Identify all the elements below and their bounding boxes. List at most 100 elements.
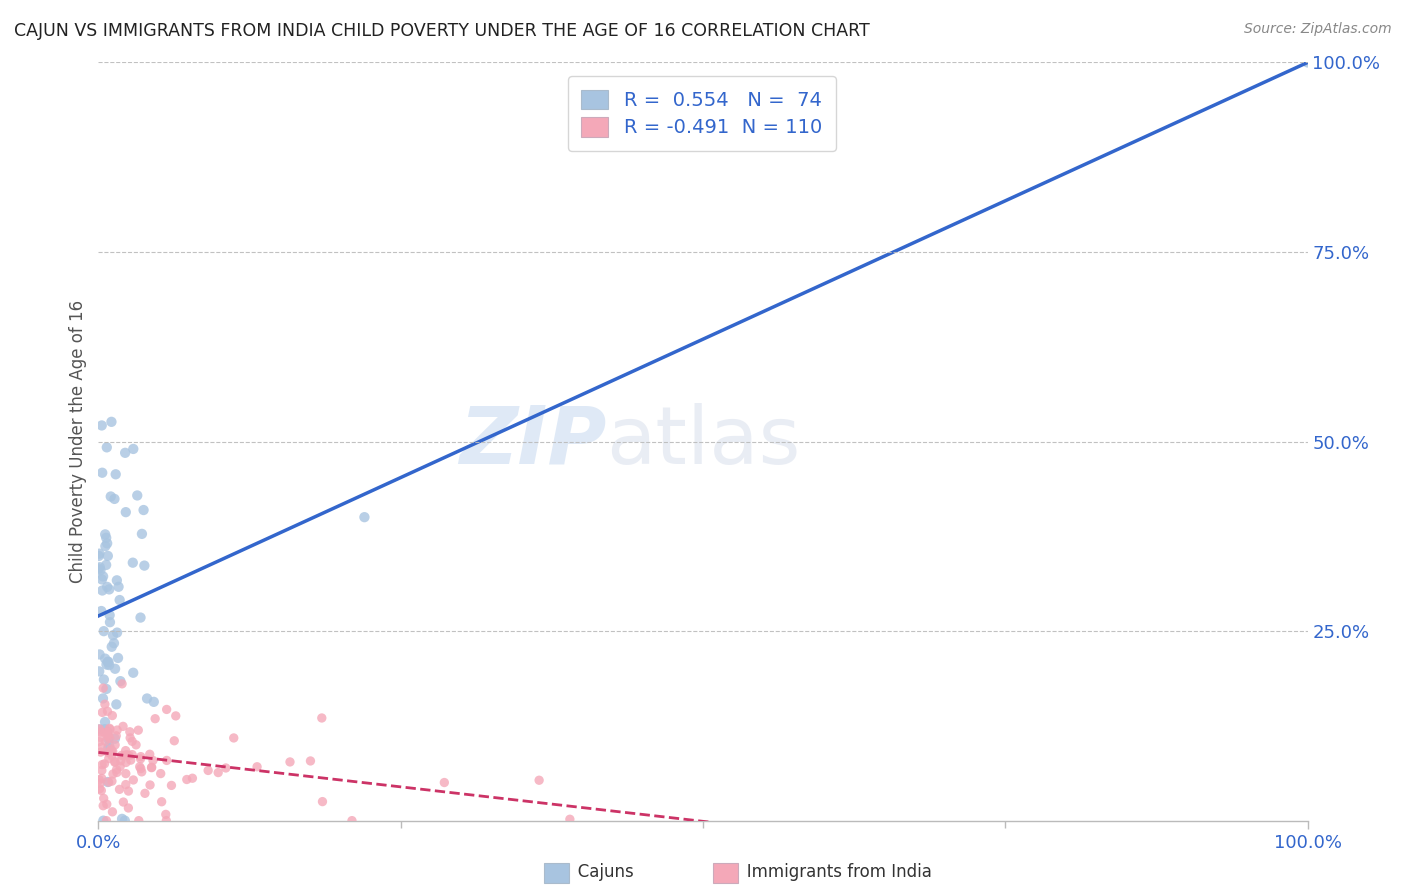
Point — [94, 734, 117, 748]
Point — [222, 731, 245, 745]
Point — [89, 781, 111, 796]
Text: ZIP: ZIP — [458, 402, 606, 481]
Point — [97, 549, 120, 563]
Point — [129, 749, 152, 764]
Point — [89, 648, 111, 662]
Point — [100, 744, 122, 758]
Point — [156, 754, 179, 768]
Point — [110, 674, 132, 689]
Point — [105, 763, 128, 777]
Point — [118, 748, 141, 763]
Point — [89, 772, 111, 787]
Point — [121, 747, 143, 762]
Point — [93, 814, 115, 828]
Point — [96, 725, 118, 739]
Point — [93, 624, 115, 639]
Point — [98, 723, 121, 737]
Point — [163, 733, 186, 747]
Point — [112, 719, 135, 733]
Point — [142, 695, 165, 709]
Point — [181, 771, 204, 785]
Point — [311, 795, 333, 809]
Point — [104, 662, 127, 676]
Point — [165, 709, 187, 723]
Point — [97, 741, 120, 756]
Point — [101, 708, 124, 723]
Point — [97, 732, 120, 747]
Point — [104, 755, 127, 769]
Point — [527, 773, 550, 788]
Point — [120, 753, 142, 767]
Point — [131, 527, 153, 541]
Point — [108, 759, 131, 773]
Point — [129, 762, 152, 776]
Point — [97, 775, 120, 789]
Point — [101, 748, 124, 763]
Point — [96, 580, 118, 594]
Point — [90, 745, 112, 759]
Point — [89, 722, 111, 736]
Point — [105, 729, 128, 743]
Point — [110, 748, 132, 763]
Point — [207, 765, 229, 780]
Point — [128, 760, 150, 774]
Point — [103, 491, 125, 506]
Point — [155, 814, 177, 828]
Point — [100, 640, 122, 654]
Point — [96, 531, 118, 545]
Point — [89, 723, 111, 737]
Point — [96, 536, 118, 550]
Point — [89, 735, 111, 749]
Point — [96, 657, 118, 672]
Point — [136, 691, 159, 706]
Point — [558, 812, 581, 826]
Point — [101, 805, 124, 819]
Y-axis label: Child Poverty Under the Age of 16: Child Poverty Under the Age of 16 — [69, 300, 87, 583]
Point — [353, 510, 375, 524]
Point — [100, 490, 122, 504]
Point — [114, 748, 136, 763]
Point — [155, 807, 177, 822]
Point — [127, 488, 149, 502]
Point — [108, 593, 131, 607]
Point — [105, 723, 128, 737]
Point — [122, 772, 145, 787]
Text: Immigrants from India: Immigrants from India — [731, 863, 932, 881]
Point — [89, 560, 111, 574]
Point — [108, 782, 131, 797]
Point — [90, 764, 112, 778]
Point — [97, 655, 120, 669]
Point — [93, 791, 115, 805]
Point — [91, 798, 114, 813]
Point — [97, 730, 120, 744]
Point — [134, 786, 156, 800]
Point — [96, 704, 118, 718]
Point — [94, 539, 117, 553]
Point — [114, 446, 136, 460]
Point — [118, 724, 141, 739]
Point — [103, 636, 125, 650]
Point — [104, 756, 127, 770]
Point — [143, 712, 166, 726]
Legend: R =  0.554   N =  74, R = -0.491  N = 110: R = 0.554 N = 74, R = -0.491 N = 110 — [568, 76, 837, 151]
Point — [96, 724, 118, 739]
Point — [197, 764, 219, 778]
Point — [91, 681, 114, 695]
Point — [98, 721, 121, 735]
Point — [93, 673, 115, 687]
Point — [98, 582, 121, 597]
Point — [121, 556, 143, 570]
Point — [299, 754, 322, 768]
Point — [129, 752, 152, 766]
Point — [90, 418, 112, 433]
Point — [340, 814, 363, 828]
Point — [101, 628, 124, 642]
Point — [141, 760, 163, 774]
Point — [96, 797, 118, 812]
Point — [91, 706, 114, 720]
Point — [94, 697, 117, 711]
Point — [114, 814, 136, 828]
Point — [91, 691, 114, 706]
Point — [91, 466, 114, 480]
Point — [114, 766, 136, 780]
